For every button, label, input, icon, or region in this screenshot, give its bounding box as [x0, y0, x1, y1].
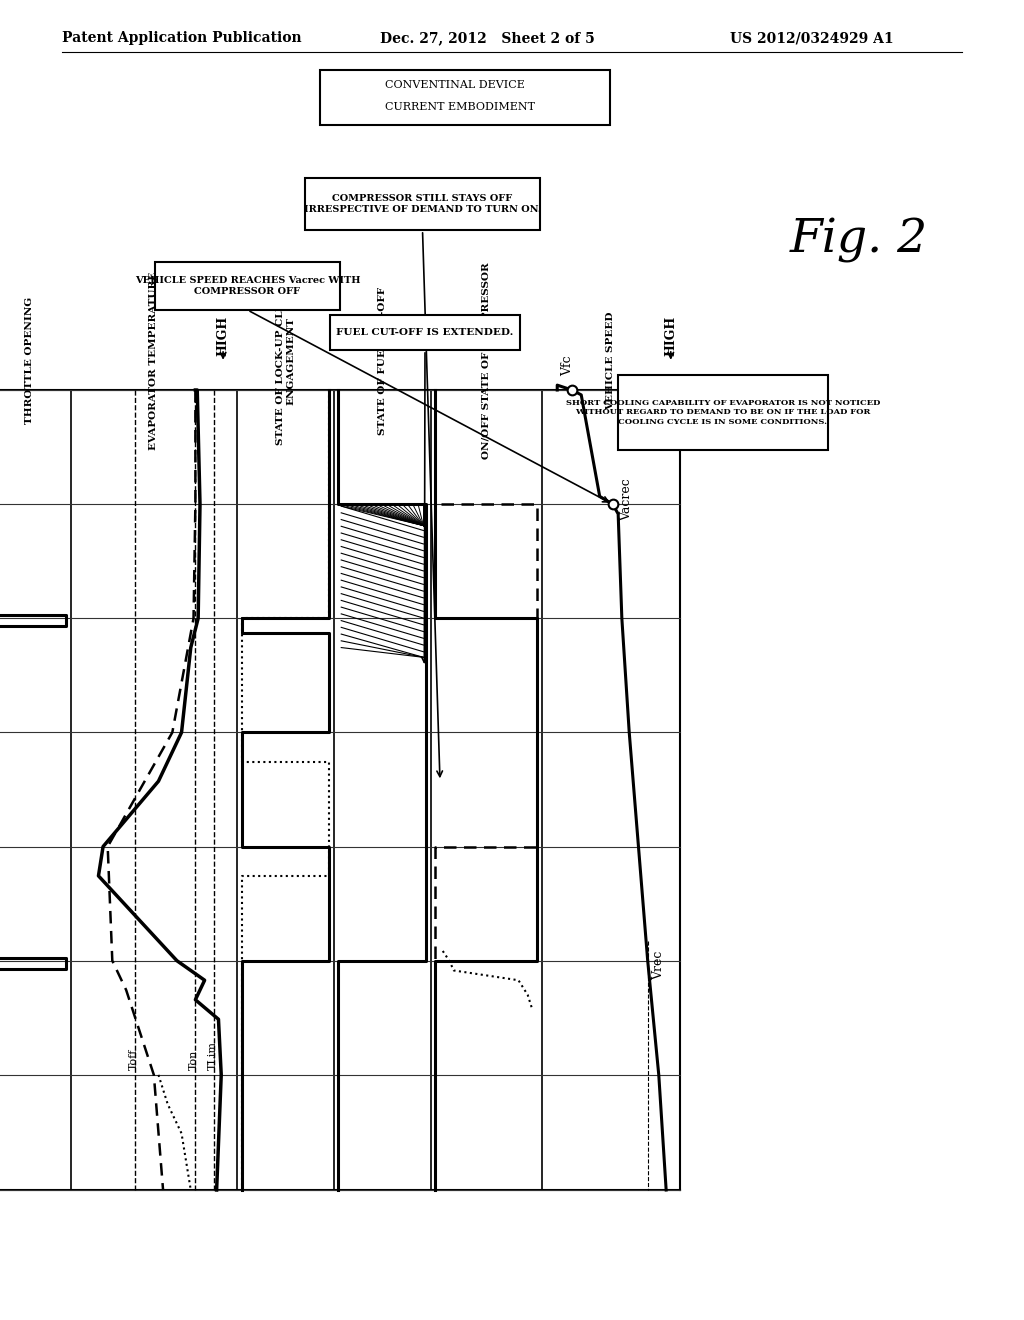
- Text: STATE OF LOCK-UP CLUTCH
ENGAGEMENT: STATE OF LOCK-UP CLUTCH ENGAGEMENT: [275, 276, 295, 445]
- Text: EVAPORATOR TEMPERATURE: EVAPORATOR TEMPERATURE: [150, 272, 159, 450]
- Text: FUEL CUT-OFF IS EXTENDED.: FUEL CUT-OFF IS EXTENDED.: [336, 327, 514, 337]
- Text: VEHICLE SPEED: VEHICLE SPEED: [606, 312, 615, 411]
- Text: Vrec: Vrec: [652, 950, 666, 981]
- Text: COMPRESSOR STILL STAYS OFF
IRRESPECTIVE OF DEMAND TO TURN ON.: COMPRESSOR STILL STAYS OFF IRRESPECTIVE …: [304, 194, 541, 214]
- Text: US 2012/0324929 A1: US 2012/0324929 A1: [730, 30, 894, 45]
- Bar: [305, 178, 540, 230]
- Text: Ton: Ton: [189, 1049, 199, 1071]
- Text: SHORT COOLING CAPABILITY OF EVAPORATOR IS NOT NOTICED
WITHOUT REGARD TO DEMAND T: SHORT COOLING CAPABILITY OF EVAPORATOR I…: [566, 399, 881, 425]
- Text: ON/OFF STATE OF COMPRESSOR: ON/OFF STATE OF COMPRESSOR: [481, 263, 490, 459]
- Bar: [319, 70, 610, 125]
- Text: TLim: TLim: [208, 1041, 217, 1071]
- Text: Dec. 27, 2012   Sheet 2 of 5: Dec. 27, 2012 Sheet 2 of 5: [380, 30, 595, 45]
- Text: Patent Application Publication: Patent Application Publication: [62, 30, 302, 45]
- Text: HIGH: HIGH: [665, 317, 677, 356]
- Bar: [155, 261, 340, 310]
- Text: Fig. 2: Fig. 2: [790, 218, 928, 263]
- Text: STATE OF FUEL CUT-OFF: STATE OF FUEL CUT-OFF: [378, 286, 387, 434]
- Text: HIGH: HIGH: [217, 317, 229, 356]
- Text: Vfc: Vfc: [561, 355, 573, 376]
- Text: Vacrec: Vacrec: [620, 478, 633, 520]
- Bar: [618, 375, 828, 450]
- Text: CURRENT EMBODIMENT: CURRENT EMBODIMENT: [385, 102, 535, 112]
- Text: VEHICLE SPEED REACHES Vacrec WITH
COMPRESSOR OFF: VEHICLE SPEED REACHES Vacrec WITH COMPRE…: [135, 276, 360, 296]
- Bar: [330, 315, 520, 350]
- Text: Toff: Toff: [129, 1048, 139, 1071]
- Text: THROTTLE OPENING: THROTTLE OPENING: [25, 297, 34, 424]
- Text: CONVENTINAL DEVICE: CONVENTINAL DEVICE: [385, 81, 525, 90]
